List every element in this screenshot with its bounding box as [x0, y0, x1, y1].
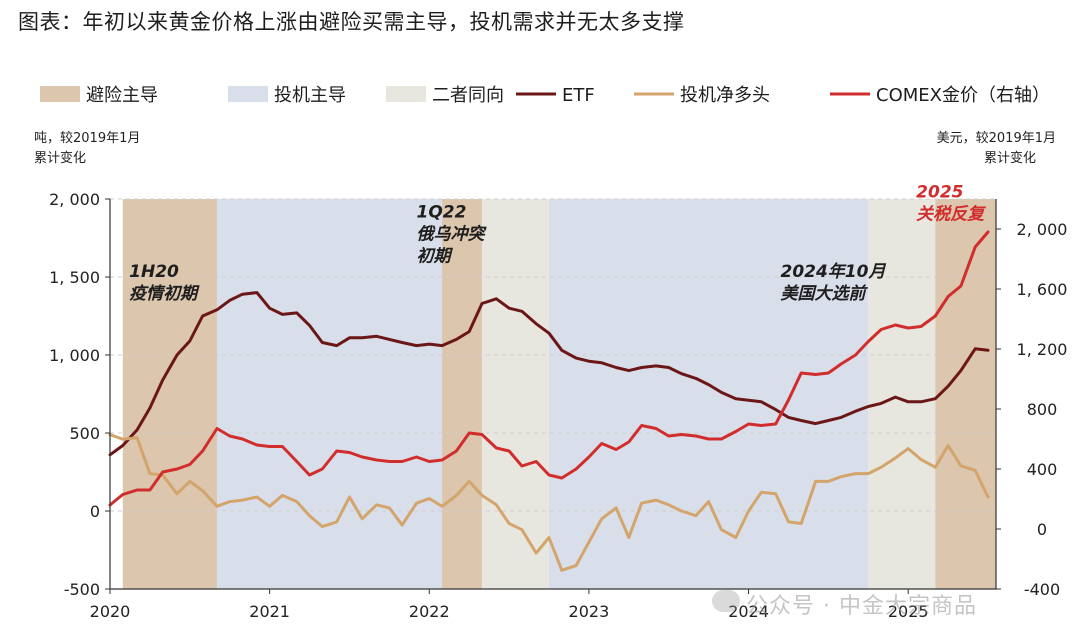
legend-label-both: 二者同向: [432, 85, 504, 106]
legend: 避险主导 投机主导 二者同向 ETF 投机净多头 COMEX金价（右轴）: [40, 85, 1050, 106]
left-tick-label: 1, 500: [49, 268, 100, 287]
legend-label-comex: COMEX金价（右轴）: [876, 85, 1050, 106]
annotation-text: 2025: [916, 182, 963, 202]
band-both: [481, 199, 550, 589]
series-line-comex: [108, 230, 990, 507]
x-tick-label: 2024: [728, 602, 769, 621]
right-tick-label: 0: [1037, 520, 1047, 539]
legend-label-net_long: 投机净多头: [680, 85, 770, 106]
legend-label-etf: ETF: [562, 85, 595, 106]
right-axis-label: 美元，较2019年1月: [937, 131, 1056, 146]
right-tick-label: 1, 600: [1017, 280, 1068, 299]
x-tick-label: 2020: [90, 602, 131, 621]
band-hedge: [935, 199, 996, 589]
x-tick-label: 2021: [249, 602, 290, 621]
right-tick-label: 800: [1027, 400, 1058, 419]
left-tick-label: 2, 000: [49, 190, 100, 209]
watermark: 公众号 · 中金大宗商品: [746, 594, 977, 619]
series-line-etf: [108, 291, 990, 457]
left-tick-label: 1, 000: [49, 346, 100, 365]
series-line-net-long: [108, 433, 990, 572]
chart-panel: -500 0 500 1, 000 1, 500 2, 000 -400 0 400 800 1, …: [8, 58, 1070, 635]
band-both: [868, 199, 936, 589]
annotation-text: 1H20: [129, 262, 179, 282]
axis-layer: -500 0 500 1, 000 1, 500 2, 000 -400 0 400 800 1, …: [34, 131, 1067, 621]
bands-layer: [122, 199, 996, 589]
band-hedge: [122, 199, 217, 589]
band-spec: [549, 199, 869, 589]
x-tick-label: 2025: [888, 602, 929, 621]
right-tick-label: 1, 200: [1017, 340, 1068, 359]
page-title: 图表：年初以来黄金价格上涨由避险买需主导，投机需求并无太多支撑: [18, 10, 685, 34]
x-tick-label: 2023: [569, 602, 610, 621]
legend-swatch-spec: [228, 86, 268, 102]
legend-label-spec: 投机主导: [274, 85, 346, 106]
wechat-icon: [712, 590, 740, 612]
annotation-text: 疫情初期: [129, 284, 200, 304]
left-tick-label: -500: [64, 580, 100, 599]
x-tick-label: 2022: [409, 602, 450, 621]
right-tick-label: 400: [1027, 460, 1058, 479]
band-spec: [216, 199, 443, 589]
legend-label-hedge: 避险主导: [86, 85, 158, 106]
left-tick-label: 500: [69, 424, 100, 443]
band-hedge: [442, 199, 482, 589]
annotation-text: 初期: [417, 247, 454, 267]
annotation-text: 俄乌冲突: [417, 225, 488, 245]
left-axis-label: 吨，较2019年1月: [34, 131, 140, 146]
series-layer: [108, 230, 990, 572]
annotation-text: 美国大选前: [780, 284, 868, 304]
annotation-text: 关税反复: [916, 204, 986, 224]
legend-swatch-hedge: [40, 86, 80, 102]
right-tick-label: 2, 000: [1017, 220, 1068, 239]
annotation-text: 1Q22: [417, 203, 467, 223]
chart-svg: -500 0 500 1, 000 1, 500 2, 000 -400 0 400 800 1, …: [34, 85, 1067, 621]
right-axis-label: 累计变化: [984, 150, 1036, 166]
annotation-text: 2024年10月: [780, 262, 886, 282]
right-tick-label: -400: [1024, 580, 1060, 599]
legend-swatch-both: [386, 86, 426, 102]
left-axis-label: 累计变化: [34, 150, 86, 166]
left-tick-label: 0: [90, 502, 100, 521]
